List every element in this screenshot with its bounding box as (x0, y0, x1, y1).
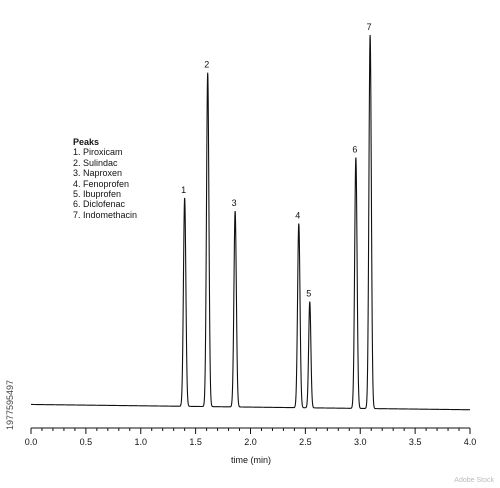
x-axis-label: time (min) (231, 455, 271, 465)
x-tick-label: 0.5 (80, 437, 93, 447)
x-tick-label: 2.5 (299, 437, 312, 447)
x-tick-label: 3.5 (409, 437, 422, 447)
x-tick-label: 1.5 (189, 437, 202, 447)
legend-entry: 4. Fenoprofen (73, 178, 130, 189)
legend-entry: 3. Naproxen (73, 168, 123, 179)
peak-labels: 1 2 3 4 5 6 7 (181, 22, 371, 299)
peak-label-5: 5 (306, 289, 311, 299)
legend-entry: 6. Diclofenac (73, 199, 126, 210)
x-axis: 0.0 0.5 1.0 1.5 2.0 2.5 3.0 3.5 4.0 (25, 427, 477, 447)
legend-title: Peaks (73, 137, 100, 147)
legend: Peaks 1. Piroxicam 2. Sulindac 3. Naprox… (73, 137, 137, 220)
peak-label-6: 6 (352, 145, 357, 155)
x-tick-label: 3.0 (354, 437, 367, 447)
peak-label-1: 1 (181, 185, 186, 195)
peak-label-7: 7 (367, 22, 372, 32)
chromatogram-trace (31, 34, 470, 411)
legend-entry: 2. Sulindac (73, 157, 118, 168)
side-id-text: 1977595497 (5, 379, 15, 431)
x-tick-label: 4.0 (464, 437, 477, 447)
legend-entry: 5. Ibuprofen (73, 189, 122, 200)
peak-label-4: 4 (295, 211, 300, 221)
legend-entry: 7. Indomethacin (73, 209, 138, 220)
peak-label-2: 2 (204, 60, 209, 70)
x-tick-label: 2.0 (244, 437, 257, 447)
x-tick-label: 1.0 (134, 437, 147, 447)
x-tick-label: 0.0 (25, 437, 38, 447)
legend-entry: 1. Piroxicam (73, 147, 123, 158)
watermark-text: Adobe Stock (454, 477, 494, 484)
peak-label-3: 3 (232, 198, 237, 208)
